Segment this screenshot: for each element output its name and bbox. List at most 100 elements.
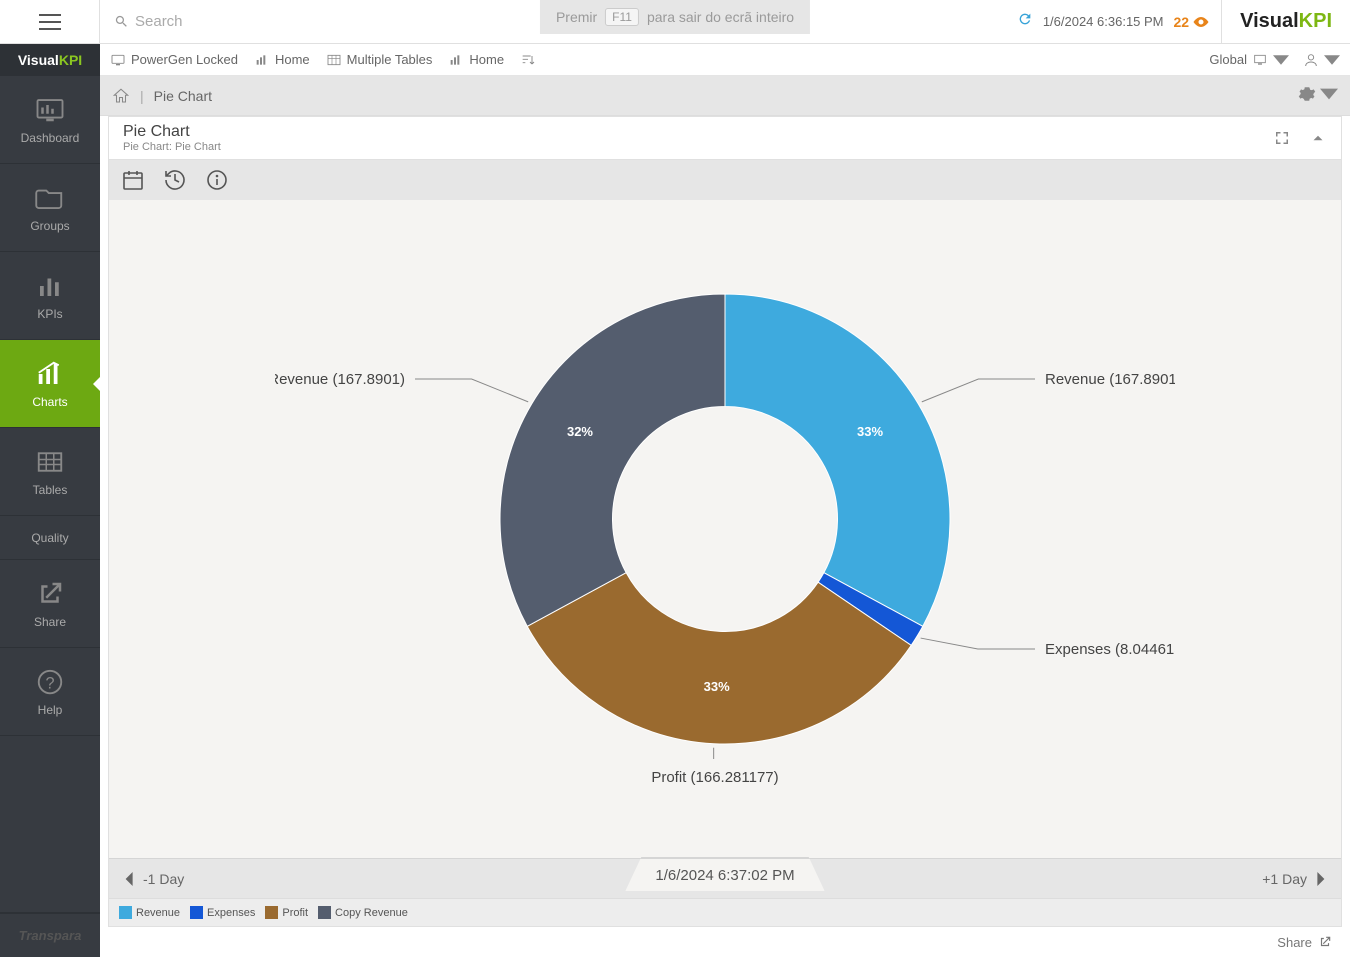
gear-button[interactable] xyxy=(1298,85,1338,106)
sidebar-item-dashboard[interactable]: Dashboard xyxy=(0,76,100,164)
share-row: Share xyxy=(100,927,1350,957)
hamburger-icon[interactable] xyxy=(39,14,61,30)
sidebar-spacer xyxy=(0,736,100,913)
slice-copy-revenue[interactable] xyxy=(500,294,725,626)
collapse-icon[interactable] xyxy=(1309,129,1327,147)
sb-logo-b: KPI xyxy=(59,52,82,68)
tb-multitables[interactable]: Multiple Tables xyxy=(326,52,433,68)
sidebar-item-groups[interactable]: Groups xyxy=(0,164,100,252)
folder-icon xyxy=(35,183,65,213)
logo-b: KPI xyxy=(1299,10,1332,32)
home-icon[interactable] xyxy=(112,87,130,105)
pct-label: 33% xyxy=(857,424,883,439)
main: PowerGen Locked Home Multiple Tables Hom… xyxy=(100,44,1350,957)
tb-user[interactable] xyxy=(1303,52,1340,68)
tb-label: Home xyxy=(469,52,504,67)
chart-area: 33% Revenue (167.8901) Expenses (8.044615)… xyxy=(108,200,1342,927)
slice-label: Copy Revenue (167.8901) xyxy=(275,371,405,388)
sidebar-item-share[interactable]: Share xyxy=(0,560,100,648)
tb-global-label: Global xyxy=(1209,52,1247,67)
slice-label: Profit (166.281177) xyxy=(651,769,778,786)
panel-title: Pie Chart xyxy=(123,123,221,141)
chevron-down-icon xyxy=(1320,85,1338,103)
monitor-icon xyxy=(110,52,126,68)
panel: Pie Chart Pie Chart: Pie Chart 33% Revenu… xyxy=(100,116,1350,957)
sidebar: VisualKPI Dashboard Groups KPIs Charts T… xyxy=(0,44,100,957)
search-input[interactable] xyxy=(135,13,335,30)
sb-label: Share xyxy=(34,615,66,629)
panel-subtitle: Pie Chart: Pie Chart xyxy=(123,141,221,153)
sidebar-logo: VisualKPI xyxy=(0,44,100,76)
search-icon xyxy=(114,14,129,29)
time-prev-label: -1 Day xyxy=(143,871,184,887)
slice-label: Revenue (167.8901) xyxy=(1045,371,1175,388)
tb-powergen[interactable]: PowerGen Locked xyxy=(110,52,238,68)
screen-icon xyxy=(1252,52,1268,68)
legend-label: Expenses xyxy=(207,907,255,919)
expand-icon[interactable] xyxy=(1273,129,1291,147)
dashboard-icon xyxy=(35,95,65,125)
legend-item[interactable]: Revenue xyxy=(119,906,180,919)
tb-home1[interactable]: Home xyxy=(254,52,310,68)
leader-line xyxy=(921,638,1035,649)
sb-label: Quality xyxy=(31,531,68,545)
leader-line xyxy=(922,379,1035,402)
topbar-right: 1/6/2024 6:36:15 PM 22 xyxy=(1005,11,1221,32)
help-icon: ? xyxy=(35,667,65,697)
sidebar-item-charts[interactable]: Charts xyxy=(0,340,100,428)
donut-chart: 33% Revenue (167.8901) Expenses (8.044615)… xyxy=(275,249,1175,809)
time-next-button[interactable]: +1 Day xyxy=(1248,871,1341,887)
sidebar-item-tables[interactable]: Tables xyxy=(0,428,100,516)
toolbar-right: Global xyxy=(1209,52,1340,68)
refresh-button[interactable] xyxy=(1017,11,1033,32)
tb-label: Home xyxy=(275,52,310,67)
logo-wrap: VisualKPI xyxy=(1221,0,1350,43)
info-icon[interactable] xyxy=(205,168,229,192)
legend-item[interactable]: Expenses xyxy=(190,906,255,919)
sb-label: Dashboard xyxy=(21,131,80,145)
tb-sort[interactable] xyxy=(520,52,536,68)
legend-label: Revenue xyxy=(136,907,180,919)
fs-post: para sair do ecrã inteiro xyxy=(647,9,794,25)
legend-item[interactable]: Copy Revenue xyxy=(318,906,408,919)
share-label: Share xyxy=(1277,935,1312,950)
chart-canvas: 33% Revenue (167.8901) Expenses (8.044615)… xyxy=(109,200,1341,858)
alert-count-num: 22 xyxy=(1174,14,1190,30)
alert-count[interactable]: 22 xyxy=(1174,14,1210,30)
bars-small-icon xyxy=(254,52,270,68)
share-out-icon[interactable] xyxy=(1318,935,1332,949)
slice-label: Expenses (8.044615) xyxy=(1045,641,1175,658)
toolbar: PowerGen Locked Home Multiple Tables Hom… xyxy=(100,44,1350,76)
history-icon[interactable] xyxy=(163,168,187,192)
legend-item[interactable]: Profit xyxy=(265,906,308,919)
chevron-right-icon xyxy=(1313,872,1327,886)
panel-header: Pie Chart Pie Chart: Pie Chart xyxy=(108,116,1342,160)
eye-icon xyxy=(1193,17,1209,27)
calendar-icon[interactable] xyxy=(121,168,145,192)
chart-icon xyxy=(35,359,65,389)
logo: VisualKPI xyxy=(1240,10,1332,33)
breadcrumb-current: Pie Chart xyxy=(154,88,212,104)
legend-swatch xyxy=(318,906,331,919)
table-small-icon xyxy=(326,52,342,68)
chevron-left-icon xyxy=(123,872,137,886)
tb-global[interactable]: Global xyxy=(1209,52,1289,68)
svg-text:?: ? xyxy=(45,674,54,692)
breadcrumb-bar: | Pie Chart xyxy=(100,76,1350,116)
breadcrumb-sep: | xyxy=(140,88,144,104)
sidebar-item-kpis[interactable]: KPIs xyxy=(0,252,100,340)
time-prev-button[interactable]: -1 Day xyxy=(109,871,198,887)
sidebar-item-help[interactable]: ? Help xyxy=(0,648,100,736)
sb-label: Help xyxy=(38,703,63,717)
fullscreen-banner: Premir F11 para sair do ecrã inteiro xyxy=(540,0,810,34)
sidebar-item-quality[interactable]: Quality xyxy=(0,516,100,560)
tb-label: Multiple Tables xyxy=(347,52,433,67)
legend-label: Profit xyxy=(282,907,308,919)
tb-home2[interactable]: Home xyxy=(448,52,504,68)
topbar: Premir F11 para sair do ecrã inteiro 1/6… xyxy=(0,0,1350,44)
hamburger-cell xyxy=(0,0,100,43)
slice-revenue[interactable] xyxy=(725,294,950,626)
sb-logo-a: Visual xyxy=(18,52,59,68)
legend-label: Copy Revenue xyxy=(335,907,408,919)
pct-label: 32% xyxy=(567,424,593,439)
